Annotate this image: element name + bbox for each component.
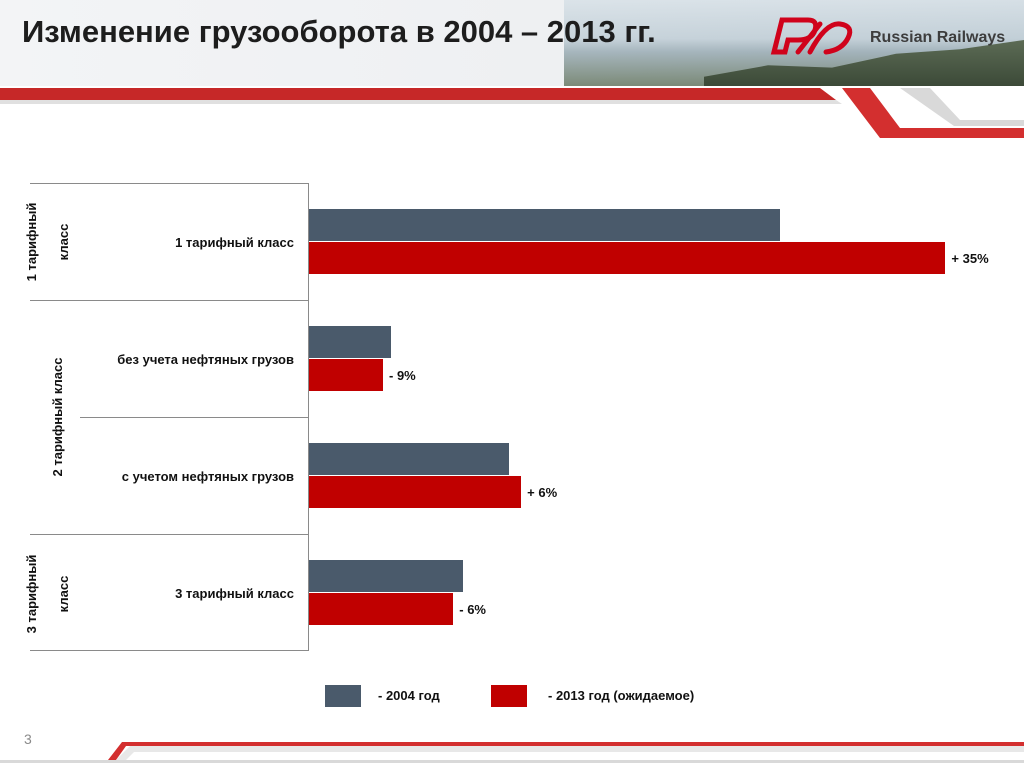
page-title: Изменение грузооборота в 2004 – 2013 гг. [22, 14, 656, 49]
decorative-stripe [0, 88, 1024, 138]
group-label-1-line1: 1 тарифный [24, 202, 39, 282]
table-line [80, 417, 308, 418]
bar-2004 [309, 443, 509, 475]
table-line [30, 650, 308, 651]
bar-2013 [309, 593, 454, 625]
legend-swatch-2013 [491, 685, 527, 707]
axis-line [308, 183, 309, 651]
rzd-logo [770, 17, 853, 55]
data-label: + 35% [951, 251, 989, 266]
table-line [30, 300, 308, 301]
bar-2013 [309, 359, 383, 391]
category-label: без учета нефтяных грузов [117, 352, 294, 367]
category-label: 3 тарифный класс [175, 586, 294, 601]
group-label-3-line1: 3 тарифный [24, 554, 39, 634]
data-label: - 6% [459, 602, 486, 617]
bar-2004 [309, 326, 391, 358]
category-label: с учетом нефтяных грузов [121, 469, 294, 484]
header-band [0, 0, 1024, 86]
bar-2013 [309, 476, 522, 508]
category-label: 1 тарифный класс [175, 235, 294, 250]
table-line [30, 183, 308, 184]
logo-text: Russian Railways [870, 29, 1006, 46]
bar-2013 [309, 242, 946, 274]
data-label: + 6% [527, 485, 558, 500]
legend-label-2013: - 2013 год (ожидаемое) [548, 688, 695, 703]
bar-2004 [309, 209, 781, 241]
legend-swatch-2004 [325, 685, 361, 707]
legend-label-2004: - 2004 год [378, 688, 440, 703]
table-line [30, 534, 308, 535]
decorative-footer-stripe [0, 742, 1024, 763]
data-label: - 9% [389, 368, 416, 383]
bar-2004 [309, 560, 463, 592]
page-number: 3 [24, 731, 32, 747]
